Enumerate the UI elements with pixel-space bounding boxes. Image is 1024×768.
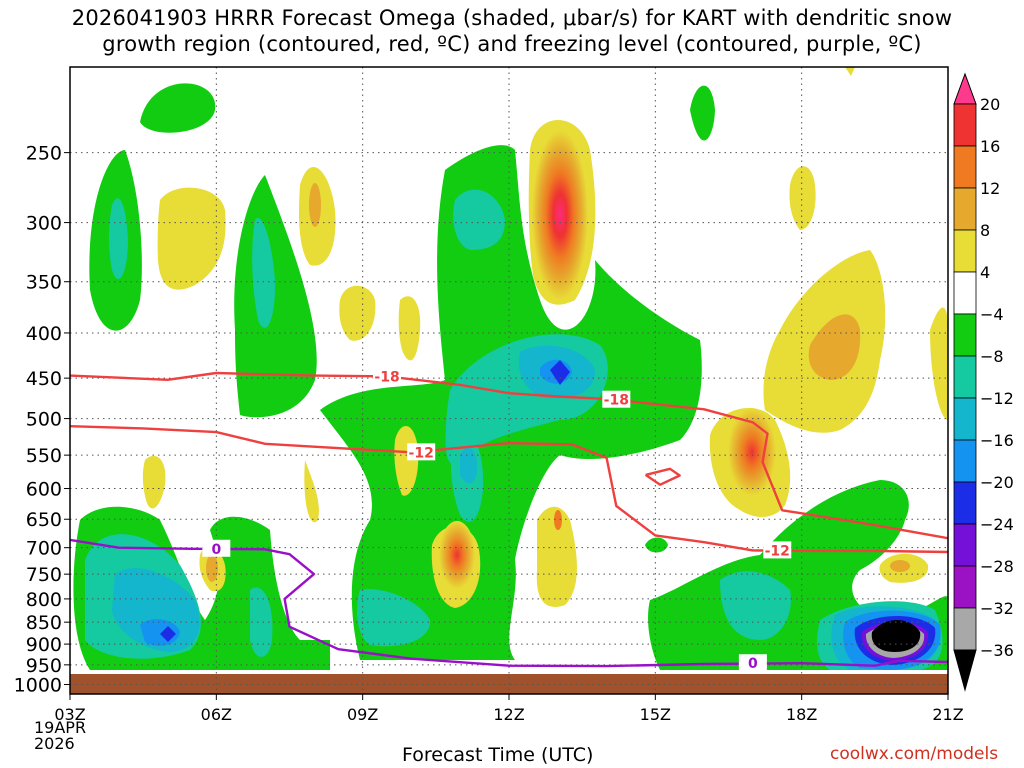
x-tick-label-2: 09Z (347, 705, 378, 724)
y-tick-label-800: 800 (26, 589, 62, 611)
colorbar-label-1: 16 (980, 137, 1000, 156)
y-tick-label-750: 750 (26, 564, 62, 586)
colorbar-bottom-triangle (953, 649, 977, 692)
colorbar-top-triangle (953, 72, 977, 105)
colorbar-band-5 (953, 313, 977, 357)
contour-minus-18-label-bg-1 (602, 390, 631, 408)
contour-lines: -18 -18 -12 -12 0 0 (70, 367, 948, 672)
y-tick-label-350: 350 (26, 272, 62, 294)
colorbar-label-9: −20 (980, 473, 1014, 492)
y-tick-label-1000: 1000 (14, 675, 62, 697)
colorbar-band-12 (953, 607, 977, 651)
contour-minus-18-label-0: -18 (374, 369, 399, 385)
x-tick-label-5: 18Z (786, 705, 817, 724)
colorbar-band-1 (953, 145, 977, 189)
colorbar-band-11 (953, 565, 977, 609)
colorbar-band-4 (953, 271, 977, 315)
x-tick-label-3: 12Z (493, 705, 524, 724)
colorbar-label-7: −12 (980, 389, 1014, 408)
colorbar-band-10 (953, 523, 977, 567)
y-tick-label-450: 450 (26, 368, 62, 390)
y-tick-label-850: 850 (26, 612, 62, 634)
x-tick-label-6: 21Z (932, 705, 963, 724)
colorbar-label-8: −16 (980, 431, 1014, 450)
colorbar-label-2: 12 (980, 179, 1000, 198)
colorbar-label-6: −8 (980, 347, 1004, 366)
freezing-level-contour (70, 538, 948, 668)
initial-date-day: 19APR (34, 718, 87, 737)
freezing-level-contour-label-bg-0 (202, 539, 231, 557)
contour-minus-12-label-1: -12 (765, 543, 790, 559)
x-tick-label-4: 15Z (640, 705, 671, 724)
colorbar-label-10: −24 (980, 515, 1014, 534)
contour-minus-12-label-bg-1 (763, 541, 792, 559)
colorbar-label-13: −36 (980, 641, 1014, 660)
colorbar-label-11: −28 (980, 557, 1014, 576)
chart-title-line-2: growth region (contoured, red, ºC) and f… (102, 32, 922, 56)
colorbar-label-0: 20 (980, 95, 1000, 114)
x-tick-label-0: 03Z (54, 705, 85, 724)
colorbar-band-0 (953, 103, 977, 147)
y-axis: 2503003504004505005506006507007508008509… (14, 143, 70, 697)
x-axis-label: Forecast Time (UTC) (402, 744, 594, 766)
contour-minus-12-closed (644, 467, 681, 486)
chart-title-line-1: 2026041903 HRRR Forecast Omega (shaded, … (71, 6, 953, 30)
y-tick-label-700: 700 (26, 538, 62, 560)
chart-grid (70, 67, 948, 694)
colorbar-label-12: −32 (980, 599, 1014, 618)
y-tick-label-900: 900 (26, 634, 62, 656)
contour-minus-12-label-bg-0 (407, 443, 436, 461)
colorbar-label-3: 8 (980, 221, 990, 240)
contour-minus-12-label-0: -12 (409, 445, 434, 461)
y-tick-label-400: 400 (26, 323, 62, 345)
colorbar: 20 16 12 8 4 −4 −8 −12 −16 −20 −24 −28 −32 −36 (953, 72, 1014, 692)
plot-frame (69, 66, 949, 695)
freezing-level-contour-label-0: 0 (211, 542, 221, 558)
y-tick-label-950: 950 (26, 655, 62, 677)
x-axis: 03Z 06Z 09Z 12Z 15Z 18Z 21Z (54, 694, 964, 724)
colorbar-band-8 (953, 439, 977, 483)
freezing-level-contour-label-1: 0 (748, 656, 758, 672)
y-tick-label-500: 500 (26, 409, 62, 431)
colorbar-label-4: 4 (980, 263, 990, 282)
omega-shading (73, 67, 948, 670)
initial-date-year: 2026 (34, 734, 75, 753)
initial-date-label: 19APR 2026 (34, 720, 86, 752)
colorbar-band-9 (953, 481, 977, 525)
contour-minus-18-label-bg-0 (373, 367, 402, 385)
y-tick-label-550: 550 (26, 445, 62, 467)
colorbar-band-7 (953, 397, 977, 441)
y-tick-label-600: 600 (26, 479, 62, 501)
x-tick-label-1: 06Z (201, 705, 232, 724)
freezing-level-contour-label-bg-1 (738, 654, 767, 672)
contour-minus-18-label-1: -18 (604, 393, 629, 409)
colorbar-band-6 (953, 355, 977, 399)
y-tick-label-650: 650 (26, 509, 62, 531)
colorbar-band-2 (953, 187, 977, 231)
colorbar-label-5: −4 (980, 305, 1004, 324)
y-tick-label-250: 250 (26, 143, 62, 165)
colorbar-band-3 (953, 229, 977, 273)
credit-text: coolwx.com/models (830, 744, 999, 764)
y-tick-label-300: 300 (26, 213, 62, 235)
